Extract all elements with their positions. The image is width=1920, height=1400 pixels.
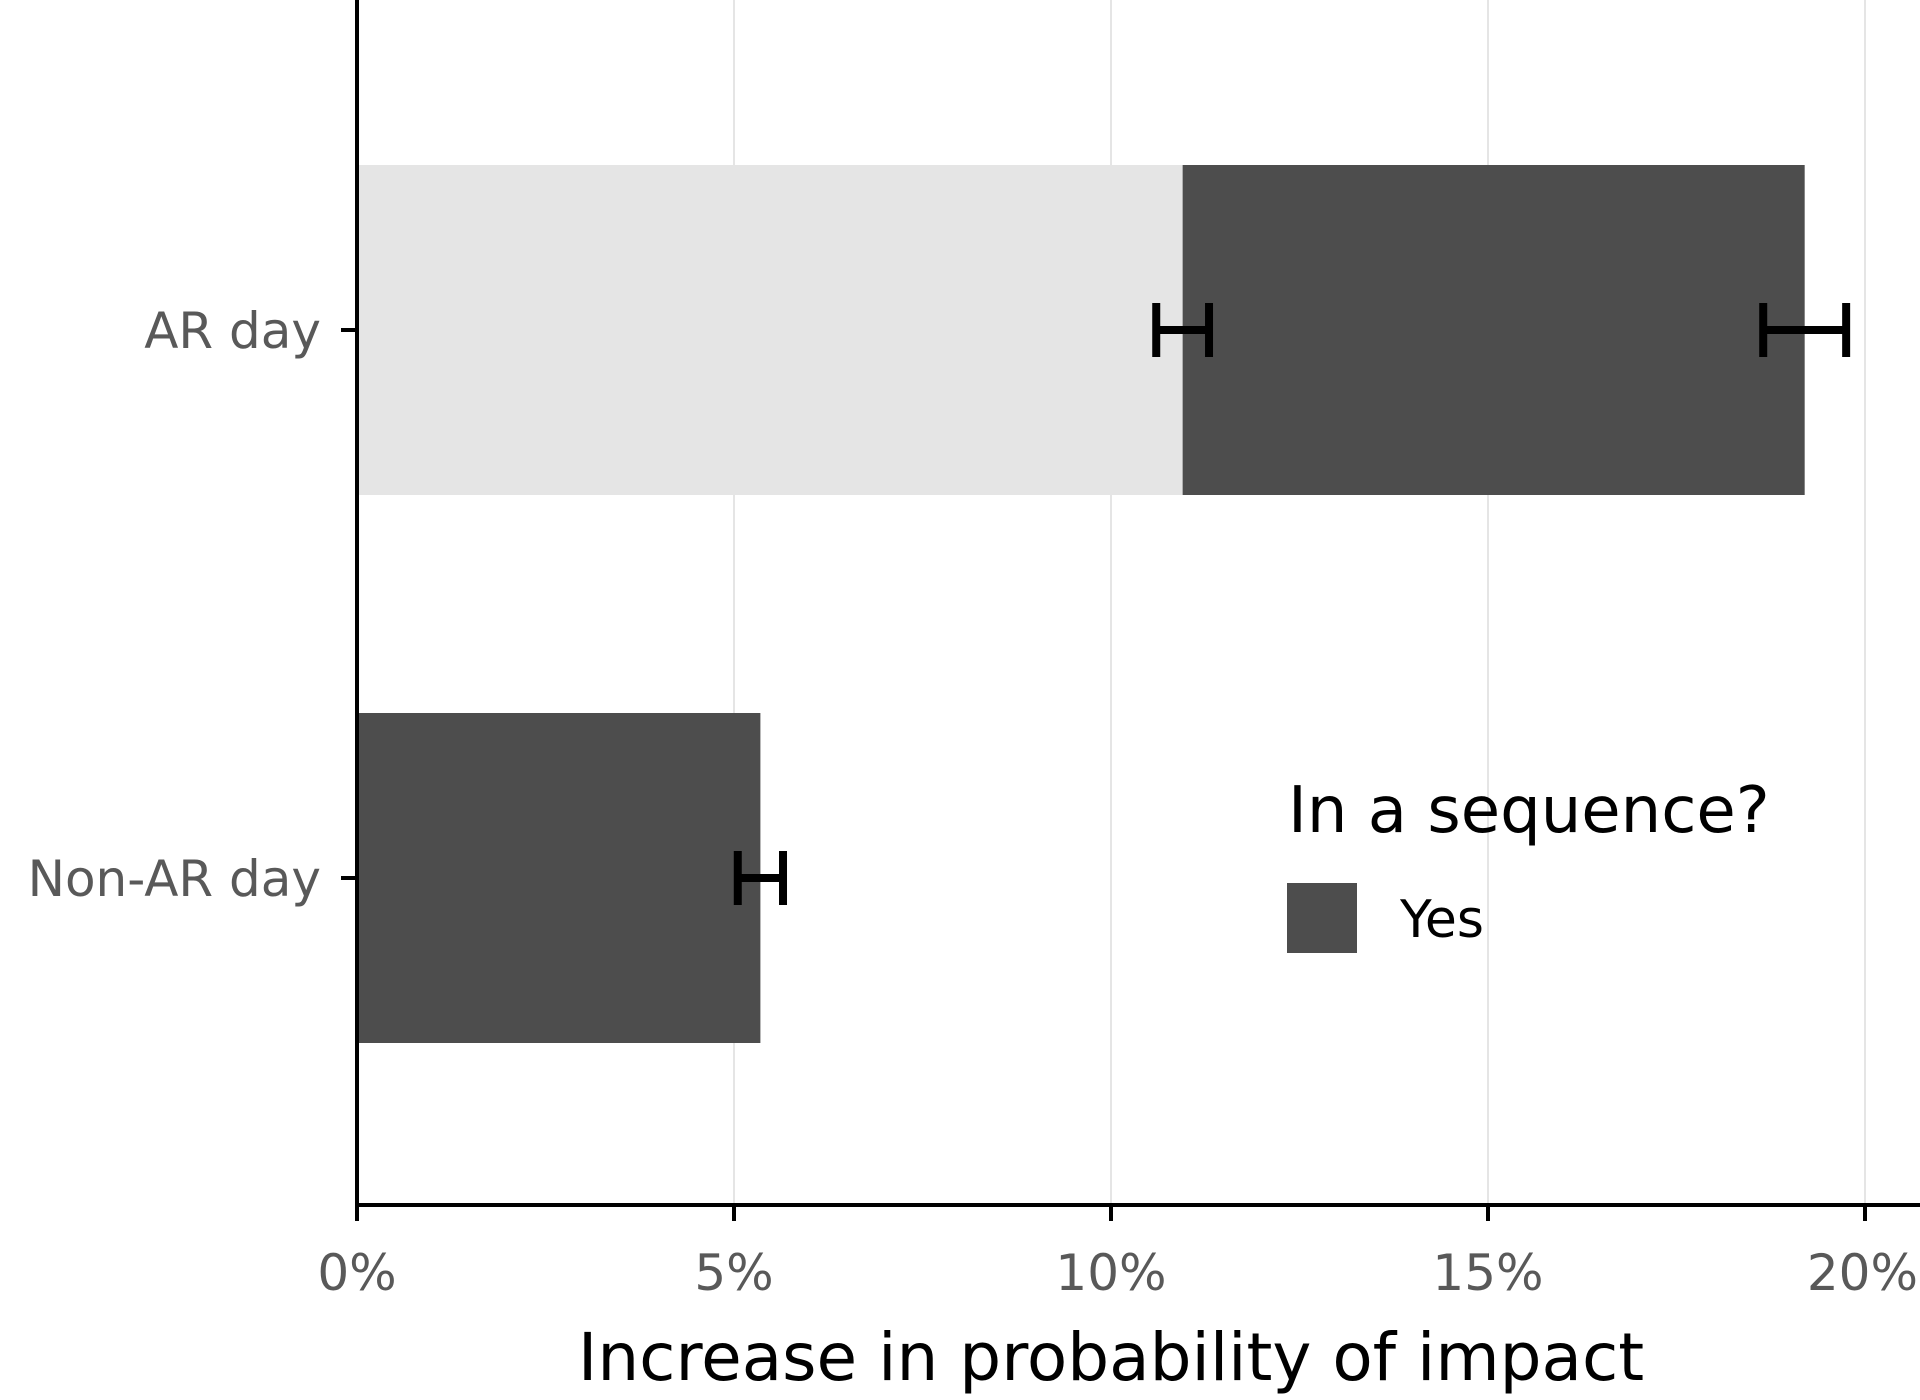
x-axis-title: Increase in probability of impact	[578, 1319, 1644, 1396]
legend-swatch-yes	[1287, 883, 1357, 953]
x-label-0: 0%	[317, 1244, 396, 1302]
legend-title: In a sequence?	[1288, 774, 1770, 848]
y-axis-labels: AR day Non-AR day	[28, 302, 321, 908]
x-label-2: 10%	[1055, 1244, 1166, 1302]
legend: In a sequence? Yes	[1287, 774, 1770, 953]
y-label-1: Non-AR day	[28, 850, 321, 908]
error-bars	[733, 303, 1851, 905]
axes	[341, 0, 1920, 1221]
bar-no-0	[357, 165, 1183, 495]
x-label-1: 5%	[694, 1244, 773, 1302]
bar-yes-0	[1182, 165, 1805, 495]
legend-label-yes: Yes	[1399, 890, 1484, 950]
bar-yes-1	[357, 713, 761, 1043]
error-bar-no-0	[1152, 303, 1214, 357]
x-label-3: 15%	[1432, 1244, 1543, 1302]
x-axis-labels: 0% 5% 10% 15% 20%	[317, 1244, 1918, 1302]
y-label-0: AR day	[144, 302, 321, 360]
error-bar-yes-0	[1759, 303, 1851, 357]
bars	[357, 165, 1805, 1043]
error-bar-yes-1	[733, 851, 788, 905]
x-label-4: 20%	[1807, 1244, 1918, 1302]
